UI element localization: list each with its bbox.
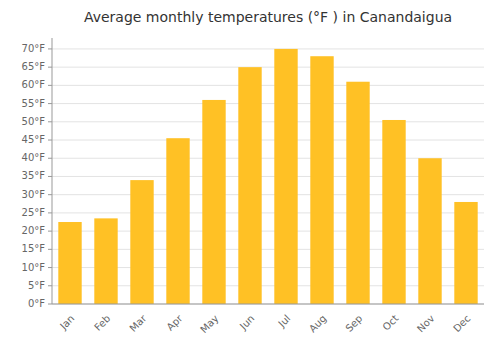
y-tick: [48, 285, 52, 286]
y-tick-label: 45°F: [22, 134, 46, 145]
y-tick-label: 30°F: [22, 189, 46, 200]
grid-line: [52, 85, 484, 86]
y-tick-label: 60°F: [22, 79, 46, 90]
y-tick-label: 15°F: [22, 243, 46, 254]
bars: [58, 49, 477, 304]
bar: [202, 100, 225, 304]
y-tick-label: 10°F: [22, 262, 46, 273]
x-tick-label: Sep: [343, 313, 364, 334]
bar: [346, 82, 369, 304]
y-tick-label: 55°F: [22, 98, 46, 109]
x-tick-label: Feb: [92, 313, 112, 333]
y-tick: [48, 304, 52, 305]
x-tick-label: Jul: [275, 313, 292, 330]
bar: [166, 138, 189, 304]
bar: [94, 218, 117, 304]
y-tick: [48, 176, 52, 177]
x-tick-label: Aug: [307, 313, 329, 335]
grid-line: [52, 48, 484, 49]
y-tick: [48, 212, 52, 213]
x-tick-label: Mar: [127, 312, 149, 334]
x-tick-label: Apr: [164, 312, 185, 333]
y-tick-label: 5°F: [28, 280, 45, 291]
x-tick-label: Jan: [57, 313, 76, 332]
y-tick-label: 70°F: [22, 43, 46, 54]
bar: [382, 120, 405, 304]
y-tick: [48, 231, 52, 232]
bar: [130, 180, 153, 304]
y-tick-label: 25°F: [22, 207, 46, 218]
grid-line: [52, 67, 484, 68]
bar: [418, 158, 441, 304]
chart-svg: Average monthly temperatures (°F ) in Ca…: [0, 0, 500, 350]
y-tick: [48, 267, 52, 268]
x-axis: Jan Feb Mar Apr May Jun Jul Aug Sep Oct Nov Dec: [57, 312, 472, 335]
y-axis-line: [52, 38, 53, 304]
y-tick-label: 20°F: [22, 225, 46, 236]
bar: [454, 202, 477, 304]
bar: [238, 67, 261, 304]
y-tick: [48, 103, 52, 104]
bar: [58, 222, 81, 304]
x-tick-label: Jun: [237, 313, 257, 333]
bar: [274, 49, 297, 304]
x-tick-label: Nov: [415, 313, 437, 335]
grid-line: [52, 140, 484, 141]
y-tick: [48, 48, 52, 49]
grid-line: [52, 121, 484, 122]
x-tick-label: Oct: [380, 313, 400, 333]
chart-container: Average monthly temperatures (°F ) in Ca…: [0, 0, 500, 350]
y-tick: [48, 158, 52, 159]
y-tick: [48, 194, 52, 195]
chart-title: Average monthly temperatures (°F ) in Ca…: [84, 9, 452, 25]
y-tick: [48, 121, 52, 122]
y-tick-label: 50°F: [22, 116, 46, 127]
y-tick-label: 35°F: [22, 170, 46, 181]
x-axis-line: [52, 304, 484, 305]
x-tick-label: May: [198, 313, 220, 335]
y-tick-label: 40°F: [22, 152, 46, 163]
y-tick: [48, 140, 52, 141]
grid-line: [52, 304, 484, 305]
bar: [310, 56, 333, 304]
y-tick: [48, 249, 52, 250]
y-tick: [48, 85, 52, 86]
x-tick-label: Dec: [451, 313, 472, 334]
y-axis: 0°F 5°F 10°F 15°F 20°F 25°F 30°F 35°F 40°F 45°F 50…: [22, 43, 52, 309]
y-tick-label: 65°F: [22, 61, 46, 72]
y-tick-label: 0°F: [28, 298, 45, 309]
y-tick: [48, 67, 52, 68]
y-grid: [52, 49, 484, 304]
grid-line: [52, 103, 484, 104]
